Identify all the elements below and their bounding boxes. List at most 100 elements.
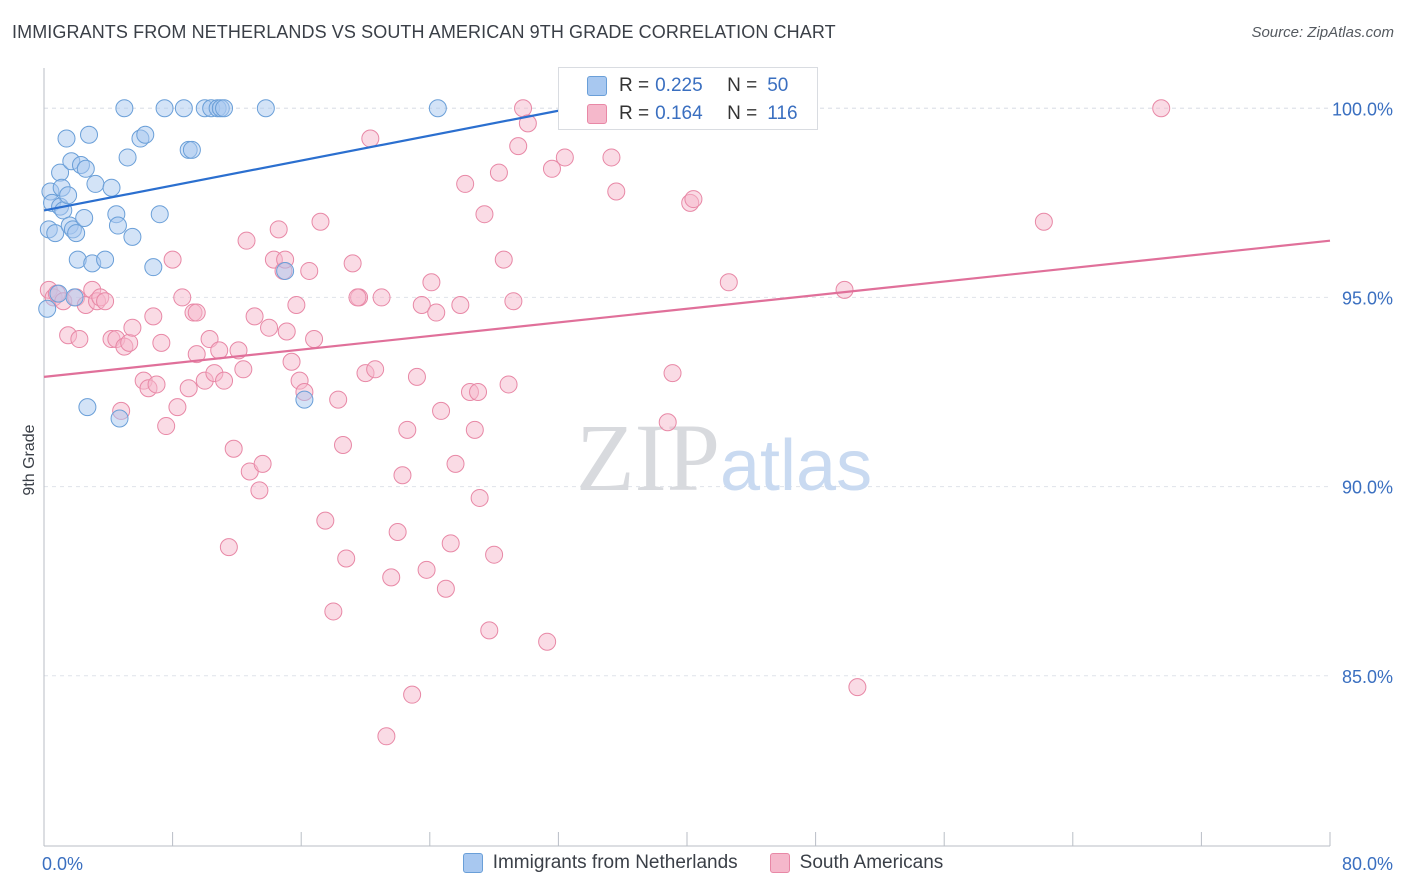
- trend-line: [43, 239, 1331, 378]
- data-point: [372, 288, 391, 307]
- legend-item-south-americans[interactable]: South Americans: [769, 852, 944, 874]
- stats-box: R = 0.225 N = 50 R = 0.164 N = 116: [558, 67, 818, 130]
- data-point: [366, 360, 385, 379]
- stats-n-label: N =: [727, 75, 758, 96]
- data-point: [518, 114, 537, 133]
- legend-label: Immigrants from Netherlands: [492, 852, 738, 873]
- data-point: [256, 99, 275, 118]
- data-point: [152, 333, 171, 352]
- data-point: [555, 148, 574, 167]
- chart-title: IMMIGRANTS FROM NETHERLANDS VS SOUTH AME…: [12, 22, 836, 42]
- legend-swatch-pink: [769, 853, 790, 873]
- data-point: [276, 261, 295, 280]
- data-point: [96, 250, 115, 269]
- data-point: [407, 367, 426, 386]
- data-point: [719, 273, 738, 292]
- data-point: [663, 364, 682, 383]
- watermark-atlas: atlas: [720, 426, 872, 506]
- y-tick-label: 100.0%: [1332, 99, 1393, 119]
- data-point: [163, 250, 182, 269]
- data-point: [59, 186, 78, 205]
- data-point: [848, 678, 867, 697]
- data-point: [835, 280, 854, 299]
- data-point: [282, 352, 301, 371]
- data-point: [343, 254, 362, 273]
- x-tick-label: 80.0%: [1342, 854, 1393, 874]
- data-point: [324, 602, 343, 621]
- data-point: [412, 295, 431, 314]
- data-point: [237, 231, 256, 250]
- data-point: [432, 401, 451, 420]
- data-point: [253, 454, 272, 473]
- data-point: [393, 466, 412, 485]
- data-point: [684, 190, 703, 209]
- data-point: [123, 227, 142, 246]
- data-point: [441, 534, 460, 553]
- data-point: [38, 299, 57, 318]
- y-tick-label: 85.0%: [1342, 667, 1393, 687]
- data-point: [470, 488, 489, 507]
- data-point: [377, 727, 396, 746]
- data-point: [494, 250, 513, 269]
- data-point: [46, 224, 65, 243]
- stats-n-label: N =: [727, 103, 758, 124]
- data-point: [187, 345, 206, 364]
- data-point: [215, 371, 234, 390]
- data-point: [108, 216, 127, 235]
- stats-r-value: 0.225: [655, 75, 703, 96]
- data-point: [78, 398, 97, 417]
- data-point: [1152, 99, 1171, 118]
- data-point: [123, 318, 142, 337]
- stats-row-netherlands: R = 0.225 N = 50: [559, 71, 817, 101]
- data-point: [144, 258, 163, 277]
- data-point: [182, 140, 201, 159]
- y-axis-label: 9th Grade: [21, 424, 38, 496]
- data-point: [485, 545, 504, 564]
- data-point: [542, 159, 561, 178]
- watermark-zip: ZIP: [576, 404, 720, 511]
- data-point: [277, 322, 296, 341]
- data-point: [118, 148, 137, 167]
- legend-swatch-blue: [462, 853, 483, 873]
- data-point: [333, 435, 352, 454]
- data-point: [174, 99, 193, 118]
- data-point: [436, 579, 455, 598]
- data-point: [219, 538, 238, 557]
- stats-r-value: 0.164: [655, 103, 703, 124]
- data-point: [465, 420, 484, 439]
- data-point: [451, 295, 470, 314]
- data-point: [65, 288, 84, 307]
- stats-swatch-blue: [587, 76, 607, 96]
- legend-label: South Americans: [799, 852, 944, 873]
- data-point: [120, 333, 139, 352]
- stats-n-value: 50: [767, 75, 789, 96]
- data-point: [168, 398, 187, 417]
- data-point: [245, 307, 264, 326]
- tick-labels: 85.0% 90.0% 95.0% 100.0% 0.0% 80.0%: [42, 99, 1393, 874]
- data-point: [300, 261, 319, 280]
- data-point: [403, 685, 422, 704]
- data-point: [305, 330, 324, 349]
- data-point: [75, 208, 94, 227]
- trend-line: [43, 103, 591, 212]
- stats-r-label: R =: [619, 103, 650, 124]
- data-point: [224, 439, 243, 458]
- data-point: [337, 549, 356, 568]
- data-point: [115, 99, 134, 118]
- legend-item-netherlands[interactable]: Immigrants from Netherlands: [462, 852, 738, 874]
- data-point: [514, 99, 533, 118]
- data-point: [215, 99, 234, 118]
- data-point: [295, 390, 314, 409]
- data-point: [446, 454, 465, 473]
- data-point: [70, 330, 89, 349]
- data-point: [422, 273, 441, 292]
- data-point: [173, 288, 192, 307]
- data-point: [57, 129, 76, 148]
- data-point: [187, 303, 206, 322]
- data-point: [229, 341, 248, 360]
- data-point: [147, 375, 166, 394]
- data-point: [538, 632, 557, 651]
- data-point: [67, 224, 86, 243]
- data-point: [80, 125, 99, 144]
